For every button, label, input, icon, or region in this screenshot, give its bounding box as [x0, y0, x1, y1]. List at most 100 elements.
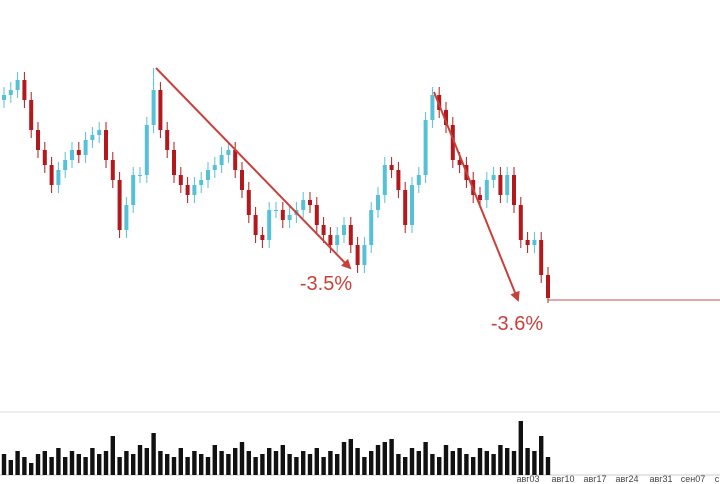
volume-bar: [1, 454, 7, 475]
volume-bar: [477, 448, 483, 475]
volume-bar: [192, 451, 197, 475]
volume-bar: [103, 451, 109, 475]
trend-arrow: [155, 67, 352, 270]
candle-body: [505, 175, 510, 195]
x-tick-label: авг03: [516, 474, 539, 484]
candle-body: [382, 165, 387, 195]
volume-bar: [491, 454, 496, 475]
candle-body: [484, 180, 489, 200]
volume-bar: [151, 433, 156, 475]
candle-body: [518, 205, 523, 240]
volume-bar: [219, 451, 224, 475]
volume: [1, 421, 551, 475]
candle-body: [29, 100, 34, 130]
candle-body: [117, 180, 122, 230]
candle-body: [15, 80, 20, 90]
candle-body: [280, 210, 285, 220]
volume-bar: [185, 457, 190, 475]
candle-body: [212, 165, 217, 170]
trend-arrow: [433, 91, 520, 302]
volume-bar: [382, 442, 387, 475]
annotation: -3.5%: [300, 273, 352, 295]
candle-body: [410, 185, 414, 225]
candle-body: [416, 175, 421, 185]
candle-body: [42, 150, 47, 165]
candle-body: [192, 185, 197, 195]
volume-bar: [545, 457, 551, 475]
volume-bar: [307, 454, 313, 475]
volume-bar: [532, 451, 537, 475]
candle-body: [450, 125, 455, 160]
candle-body: [199, 180, 204, 185]
volume-bar: [158, 451, 163, 475]
annotation: -3.6%: [491, 313, 543, 335]
volume-bar: [137, 445, 143, 475]
candle-body: [97, 130, 102, 135]
volume-bar: [131, 454, 136, 475]
candle-body: [56, 170, 61, 185]
candle-body: [104, 130, 108, 160]
x-tick-label: авг17: [583, 474, 606, 484]
volume-bar: [369, 451, 374, 475]
volume-bar: [171, 457, 177, 475]
candle-body: [76, 150, 81, 155]
candle-body: [369, 210, 374, 245]
candles: [2, 68, 720, 303]
volume-bar: [443, 445, 449, 475]
candle-body: [8, 90, 13, 95]
candle-body: [335, 235, 340, 245]
x-tick-label: авг31: [649, 474, 672, 484]
volume-bar: [15, 451, 20, 475]
volume-bar: [355, 448, 360, 475]
candle-body: [185, 185, 190, 195]
volume-bar: [518, 421, 523, 475]
candle-body: [362, 245, 367, 265]
volume-bar: [423, 442, 428, 475]
volume-bar: [335, 454, 340, 475]
volume-bar: [29, 463, 34, 475]
volume-bar: [498, 445, 503, 475]
volume-bar: [63, 457, 68, 475]
volume-bar: [124, 451, 129, 475]
volume-bar: [505, 448, 510, 475]
candle-body: [314, 205, 319, 225]
volume-bar: [260, 454, 265, 475]
volume-bar: [178, 448, 183, 475]
candle-body: [36, 130, 40, 150]
candle-body: [328, 235, 333, 245]
volume-bar: [457, 448, 462, 475]
candle-body: [512, 175, 516, 205]
volume-bar: [239, 442, 245, 475]
volume-bar: [430, 454, 435, 475]
candle-body: [49, 165, 54, 185]
volume-bar: [348, 439, 353, 475]
candle-body: [274, 210, 278, 211]
candle-body: [389, 165, 394, 170]
candle-body: [301, 200, 306, 210]
volume-bar: [165, 454, 170, 475]
candle-body: [22, 80, 27, 100]
volume-bar: [437, 457, 442, 475]
candle-body: [423, 120, 428, 175]
candle-body: [498, 175, 503, 195]
x-tick-label: сен07: [681, 474, 706, 484]
volume-bar: [117, 457, 122, 475]
x-tick-label: авг10: [551, 474, 574, 484]
candle-body: [165, 130, 170, 150]
volume-bar: [396, 454, 401, 475]
volume-bar: [199, 454, 204, 475]
volume-bar: [76, 454, 81, 475]
candle-body: [83, 140, 88, 155]
volume-bar: [69, 451, 75, 475]
volume-bar: [403, 457, 408, 475]
volume-bar: [226, 454, 231, 475]
volume-bar: [144, 448, 149, 475]
x-tick-label: с: [715, 474, 720, 484]
volume-bar: [375, 445, 381, 475]
candle-body: [260, 235, 265, 240]
candle-body: [151, 90, 156, 125]
candle-body: [348, 225, 353, 245]
volume-bar: [525, 448, 530, 475]
volume-bar: [8, 460, 13, 475]
candle-body: [233, 150, 238, 170]
